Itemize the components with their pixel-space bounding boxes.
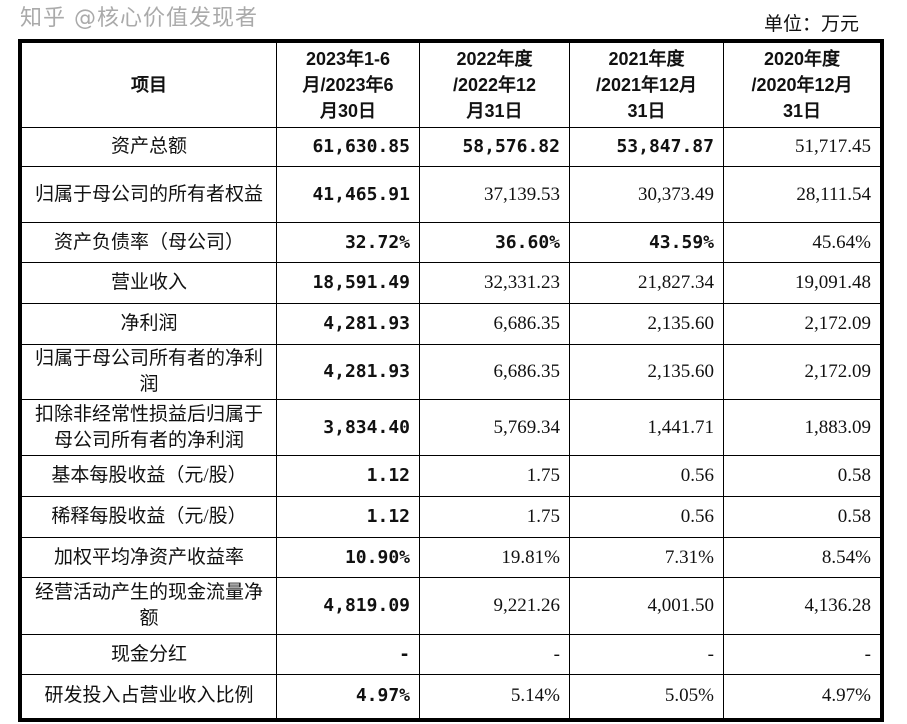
value-cell: 5,769.34: [419, 399, 570, 456]
value-cell: 10.90%: [276, 537, 420, 578]
value-cell: 1.12: [276, 455, 420, 497]
value-cell: 7.31%: [569, 537, 724, 578]
value-cell: 5.14%: [419, 674, 570, 720]
row-label: 基本每股收益（元/股）: [19, 455, 277, 497]
value-cell: 28,111.54: [723, 166, 883, 223]
value-cell: 5.05%: [569, 674, 724, 720]
row-label: 资产负债率（母公司）: [19, 222, 277, 263]
row-label: 归属于母公司的所有者权益: [19, 166, 277, 223]
value-cell: 8.54%: [723, 537, 883, 578]
table-row: 现金分红 - - - -: [19, 634, 883, 675]
value-cell: 45.64%: [723, 222, 883, 263]
value-cell: 1.75: [419, 496, 570, 538]
row-label: 归属于母公司所有者的净利润: [19, 344, 277, 400]
value-cell: 6,686.35: [419, 344, 570, 400]
value-cell: 2,172.09: [723, 344, 883, 400]
value-cell: 2,135.60: [569, 344, 724, 400]
value-cell: 30,373.49: [569, 166, 724, 223]
header-2021: 2021年度/2021年12月 31日: [569, 40, 724, 128]
value-cell: 0.58: [723, 496, 883, 538]
watermark: 知乎 @核心价值发现者: [20, 6, 258, 31]
value-cell: 21,827.34: [569, 262, 724, 304]
value-cell: 1,441.71: [569, 399, 724, 456]
table-row: 扣除非经常性损益后归属于母公司所有者的净利润 3,834.40 5,769.34 1,…: [19, 399, 883, 456]
header-item: 项目: [19, 40, 277, 128]
value-cell: 4.97%: [276, 674, 420, 720]
table-row: 资产负债率（母公司） 32.72% 36.60% 43.59% 45.64%: [19, 222, 883, 263]
table-row: 归属于母公司的所有者权益 41,465.91 37,139.53 30,373.49 2…: [19, 166, 883, 223]
value-cell: 41,465.91: [276, 166, 420, 223]
value-cell: -: [419, 634, 570, 675]
financial-table: 项目 2023年1-6 月/2023年6 月30日 2022年度/2022年12 月3…: [18, 39, 884, 722]
value-cell: 19.81%: [419, 537, 570, 578]
value-cell: 37,139.53: [419, 166, 570, 223]
value-cell: 43.59%: [569, 222, 724, 263]
value-cell: 61,630.85: [276, 127, 420, 167]
value-cell: 4,281.93: [276, 303, 420, 345]
value-cell: 3,834.40: [276, 399, 420, 456]
row-label: 现金分红: [19, 634, 277, 675]
value-cell: 1.12: [276, 496, 420, 538]
table-row: 加权平均净资产收益率 10.90% 19.81% 7.31% 8.54%: [19, 537, 883, 578]
row-label: 加权平均净资产收益率: [19, 537, 277, 578]
header-2020: 2020年度/2020年12月 31日: [723, 40, 883, 128]
table-row: 稀释每股收益（元/股） 1.12 1.75 0.56 0.58: [19, 496, 883, 538]
row-label: 研发投入占营业收入比例: [19, 674, 277, 720]
value-cell: 4.97%: [723, 674, 883, 720]
value-cell: 0.58: [723, 455, 883, 497]
value-cell: -: [723, 634, 883, 675]
table-row: 基本每股收益（元/股） 1.12 1.75 0.56 0.58: [19, 455, 883, 497]
value-cell: 2,172.09: [723, 303, 883, 345]
row-label: 经营活动产生的现金流量净额: [19, 577, 277, 635]
value-cell: 0.56: [569, 496, 724, 538]
value-cell: 58,576.82: [419, 127, 570, 167]
table-row: 研发投入占营业收入比例 4.97% 5.14% 5.05% 4.97%: [19, 674, 883, 720]
header-2023h1: 2023年1-6 月/2023年6 月30日: [276, 40, 420, 128]
value-cell: 4,136.28: [723, 577, 883, 635]
value-cell: 18,591.49: [276, 262, 420, 304]
value-cell: 9,221.26: [419, 577, 570, 635]
value-cell: 1,883.09: [723, 399, 883, 456]
value-cell: 2,135.60: [569, 303, 724, 345]
value-cell: -: [276, 634, 420, 675]
value-cell: 4,001.50: [569, 577, 724, 635]
value-cell: 6,686.35: [419, 303, 570, 345]
header-2022: 2022年度/2022年12 月31日: [419, 40, 570, 128]
row-label: 净利润: [19, 303, 277, 345]
value-cell: 4,281.93: [276, 344, 420, 400]
value-cell: -: [569, 634, 724, 675]
table-row: 营业收入 18,591.49 32,331.23 21,827.34 19,091.48: [19, 262, 883, 304]
value-cell: 36.60%: [419, 222, 570, 263]
row-label: 资产总额: [19, 127, 277, 167]
value-cell: 32,331.23: [419, 262, 570, 304]
table-row: 经营活动产生的现金流量净额 4,819.09 9,221.26 4,001.50 4,1…: [19, 577, 883, 635]
header-row: 项目 2023年1-6 月/2023年6 月30日 2022年度/2022年12 月3…: [19, 40, 883, 128]
value-cell: 32.72%: [276, 222, 420, 263]
value-cell: 0.56: [569, 455, 724, 497]
value-cell: 19,091.48: [723, 262, 883, 304]
row-label: 营业收入: [19, 262, 277, 304]
value-cell: 53,847.87: [569, 127, 724, 167]
value-cell: 51,717.45: [723, 127, 883, 167]
table-row: 资产总额 61,630.85 58,576.82 53,847.87 51,717.45: [19, 127, 883, 167]
table-row: 归属于母公司所有者的净利润 4,281.93 6,686.35 2,135.60 2,1…: [19, 344, 883, 400]
table-row: 净利润 4,281.93 6,686.35 2,135.60 2,172.09: [19, 303, 883, 345]
value-cell: 1.75: [419, 455, 570, 497]
row-label: 扣除非经常性损益后归属于母公司所有者的净利润: [19, 399, 277, 456]
row-label: 稀释每股收益（元/股）: [19, 496, 277, 538]
unit-label: 单位：万元: [763, 14, 859, 35]
value-cell: 4,819.09: [276, 577, 420, 635]
